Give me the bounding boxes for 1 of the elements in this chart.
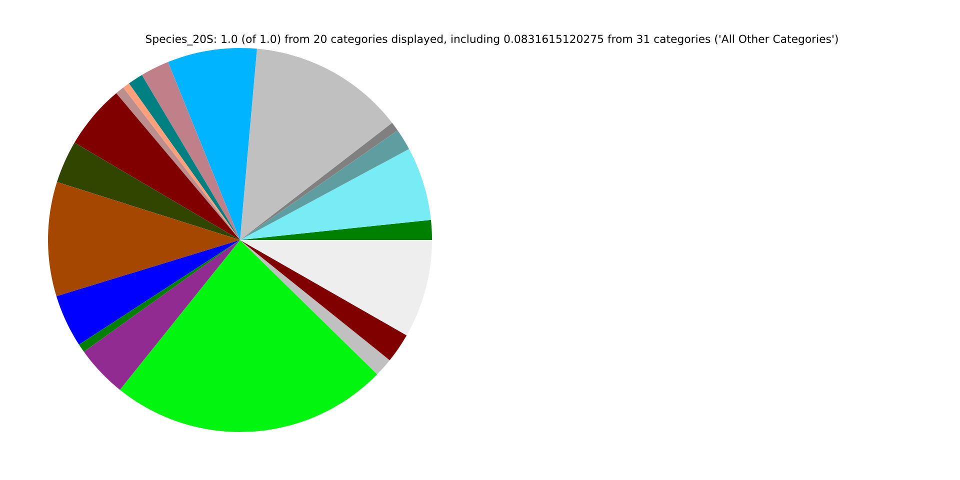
text: Species_20S: 1.0 (of 1.0) from 20 categories displayed, including 0.0831615120275 from 31 categories ('All Other Categories') bbox=[146, 34, 838, 46]
